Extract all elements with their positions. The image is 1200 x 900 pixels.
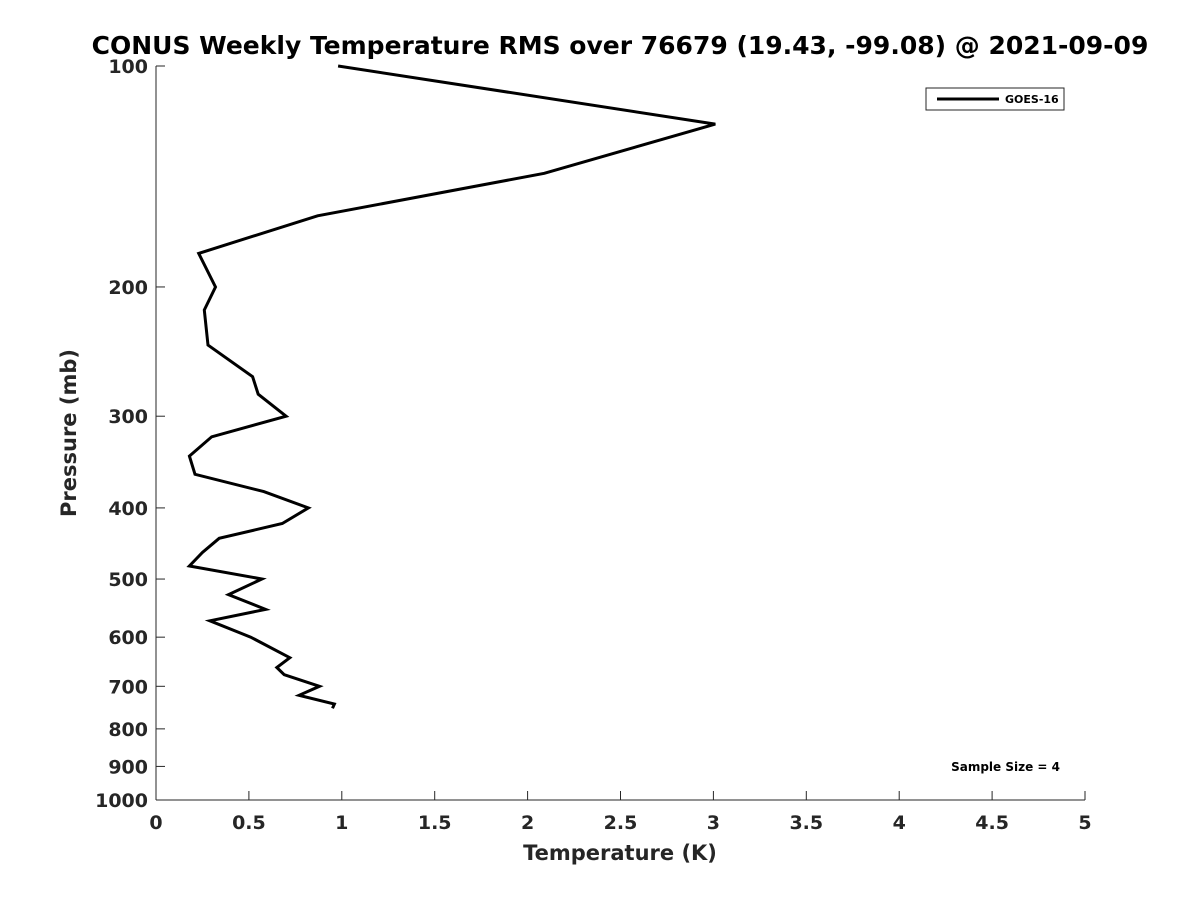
series-points: [189, 66, 715, 709]
x-tick-label: 1: [335, 812, 348, 834]
chart-title: CONUS Weekly Temperature RMS over 76679 …: [92, 31, 1149, 60]
y-tick-label: 600: [108, 627, 148, 649]
y-tick-label: 100: [108, 56, 148, 78]
y-axis-label: Pressure (mb): [57, 349, 81, 517]
x-axis-label: Temperature (K): [523, 841, 717, 865]
x-tick-label: 2: [521, 812, 534, 834]
x-tick-label: 5: [1078, 812, 1091, 834]
sample-size-annotation: Sample Size = 4: [951, 760, 1060, 774]
legend: GOES-16: [925, 87, 1065, 111]
x-tick-label: 2.5: [604, 812, 638, 834]
x-tick-label: 4.5: [975, 812, 1009, 834]
y-tick-label: 1000: [95, 790, 148, 812]
x-tick-label: 1.5: [418, 812, 452, 834]
y-tick-label: 800: [108, 719, 148, 741]
y-tick-label: 200: [108, 277, 148, 299]
x-tick-label: 0.5: [232, 812, 266, 834]
x-tick-label: 3.5: [789, 812, 823, 834]
x-tick-label: 4: [893, 812, 906, 834]
series-line-goes16: [186, 64, 716, 709]
y-tick-label: 700: [108, 676, 148, 698]
legend-label: GOES-16: [1005, 93, 1059, 106]
y-ticks: 100 200 300 400 500 600 700 800 900 1000: [95, 56, 165, 812]
y-tick-label: 300: [108, 406, 148, 428]
plot-axes: [155, 66, 1085, 801]
x-tick-label: 3: [707, 812, 720, 834]
x-tick-label: 0: [149, 812, 162, 834]
y-tick-label: 900: [108, 756, 148, 778]
x-ticks: 0 0.5 1 1.5 2 2.5 3 3.5 4 4.5 5: [149, 791, 1092, 834]
y-tick-label: 500: [108, 569, 148, 591]
y-tick-label: 400: [108, 498, 148, 520]
